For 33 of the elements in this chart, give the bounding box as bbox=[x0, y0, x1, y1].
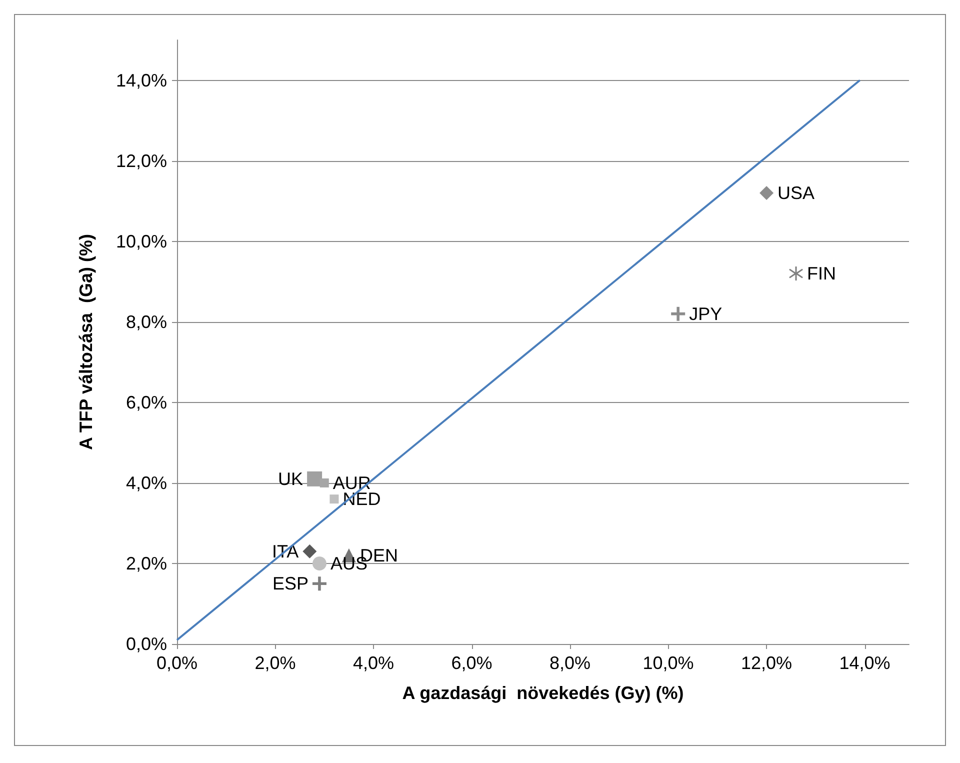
point bbox=[302, 544, 317, 558]
x-tick-label: 10,0% bbox=[642, 653, 694, 673]
series-label: USA bbox=[778, 183, 815, 204]
x-tick-label: 2,0% bbox=[254, 653, 296, 673]
series-label: FIN bbox=[807, 264, 836, 284]
y-tick-label: 0,0% bbox=[126, 634, 167, 654]
y-axis-title: A TFP változása (Ga) (%) bbox=[76, 234, 96, 450]
point bbox=[312, 576, 326, 591]
x-tick-label: 12,0% bbox=[741, 653, 792, 673]
point bbox=[307, 471, 322, 486]
point bbox=[789, 266, 804, 281]
y-tick-label: 2,0% bbox=[126, 553, 167, 574]
point bbox=[330, 494, 339, 504]
point bbox=[320, 478, 329, 488]
y-tick-label: 6,0% bbox=[126, 392, 167, 412]
y-tick-label: 8,0% bbox=[126, 312, 167, 332]
point bbox=[760, 186, 774, 200]
y-tick-label: 14,0% bbox=[116, 70, 167, 90]
series-label: ESP bbox=[272, 574, 308, 594]
series-label: JPY bbox=[689, 304, 722, 324]
point bbox=[312, 556, 326, 570]
x-axis-title: A gazdasági növekedés (Gy) (%) bbox=[402, 683, 684, 703]
x-tick-label: 14,0% bbox=[839, 653, 890, 673]
x-tick-label: 6,0% bbox=[451, 653, 492, 673]
series-label: AUR bbox=[332, 472, 371, 493]
x-tick-label: 4,0% bbox=[352, 653, 394, 673]
point bbox=[671, 306, 686, 321]
x-tick-label: 8,0% bbox=[550, 653, 591, 673]
y-tick-label: 4,0% bbox=[126, 472, 167, 493]
x-tick-label: 0,0% bbox=[156, 653, 198, 673]
y-tick-label: 10,0% bbox=[116, 231, 167, 252]
series-label: UK bbox=[278, 468, 304, 489]
y-tick-label: 12,0% bbox=[116, 150, 167, 171]
